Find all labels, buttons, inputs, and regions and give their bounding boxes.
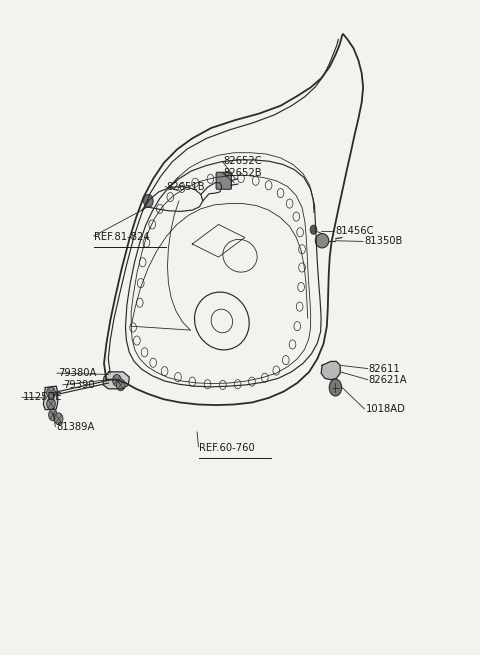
Text: 1018AD: 1018AD	[365, 404, 406, 414]
Polygon shape	[103, 372, 129, 389]
Circle shape	[47, 387, 55, 399]
Circle shape	[310, 225, 317, 234]
Circle shape	[116, 379, 125, 391]
Text: 82651B: 82651B	[166, 181, 204, 192]
Text: 81456C: 81456C	[336, 226, 374, 236]
Text: REF.81-824: REF.81-824	[95, 233, 150, 242]
Circle shape	[48, 409, 57, 421]
Circle shape	[47, 398, 55, 409]
Text: 82621A: 82621A	[369, 375, 408, 384]
Polygon shape	[321, 362, 340, 380]
Circle shape	[113, 375, 121, 386]
Text: 79380A: 79380A	[58, 368, 96, 378]
Text: 81350B: 81350B	[364, 236, 402, 246]
Text: 79390: 79390	[63, 380, 95, 390]
Text: 81389A: 81389A	[56, 422, 95, 432]
Circle shape	[54, 413, 63, 424]
Text: 1125DE: 1125DE	[23, 392, 62, 402]
Text: 82611: 82611	[369, 364, 401, 373]
Ellipse shape	[315, 234, 329, 248]
Text: REF.60-760: REF.60-760	[199, 443, 255, 453]
Polygon shape	[43, 386, 58, 409]
FancyBboxPatch shape	[216, 172, 231, 189]
Circle shape	[144, 195, 153, 208]
Text: 82652C: 82652C	[223, 156, 262, 166]
Text: 82652B: 82652B	[223, 168, 262, 178]
Circle shape	[329, 379, 342, 396]
